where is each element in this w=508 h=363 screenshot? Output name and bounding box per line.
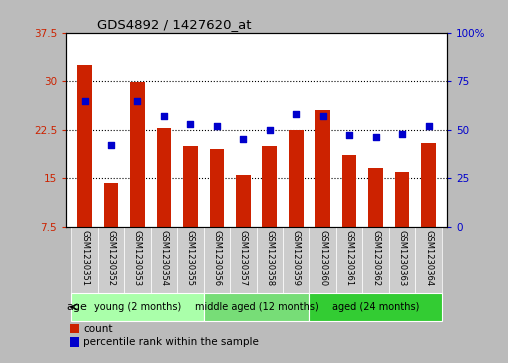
Point [266,127,274,132]
Bar [104,183,118,227]
Text: GSM1230352: GSM1230352 [107,230,115,286]
Text: percentile rank within the sample: percentile rank within the sample [83,337,259,347]
Text: GSM1230363: GSM1230363 [398,230,406,286]
Bar [395,172,409,227]
Text: middle aged (12 months): middle aged (12 months) [195,302,319,312]
Point [319,113,327,119]
Text: young (2 months): young (2 months) [94,302,181,312]
Point [80,98,88,103]
Text: GSM1230351: GSM1230351 [80,230,89,286]
Bar [389,227,416,293]
Point [371,134,379,140]
Text: age: age [67,302,87,312]
Bar [70,323,79,333]
Bar [183,146,198,227]
Bar [77,65,92,227]
Text: GSM1230358: GSM1230358 [265,230,274,286]
Bar [204,293,309,321]
Bar [362,227,389,293]
Bar [283,227,309,293]
Bar [309,227,336,293]
Bar [151,227,177,293]
Bar [289,130,303,227]
Point [239,136,247,142]
Text: count: count [83,323,113,334]
Bar [236,175,250,227]
Bar [416,227,442,293]
Bar [309,293,442,321]
Bar [342,155,357,227]
Point [107,142,115,148]
Bar [177,227,204,293]
Text: GSM1230362: GSM1230362 [371,230,380,286]
Point [186,121,195,127]
Bar [71,293,204,321]
Text: GSM1230364: GSM1230364 [424,230,433,286]
Text: aged (24 months): aged (24 months) [332,302,419,312]
Bar [210,149,224,227]
Text: GSM1230354: GSM1230354 [160,230,169,286]
Bar [98,227,124,293]
Point [160,113,168,119]
Text: GDS4892 / 1427620_at: GDS4892 / 1427620_at [97,19,251,32]
Point [292,111,300,117]
Bar [130,82,145,227]
Bar [204,227,230,293]
Bar [263,146,277,227]
Text: GSM1230357: GSM1230357 [239,230,248,286]
Bar [156,128,171,227]
Bar [315,110,330,227]
Bar [70,337,79,347]
Text: GSM1230361: GSM1230361 [344,230,354,286]
Bar [71,227,98,293]
Bar [124,227,151,293]
Point [425,123,433,129]
Text: GSM1230356: GSM1230356 [212,230,221,286]
Bar [336,227,362,293]
Text: GSM1230359: GSM1230359 [292,230,301,286]
Point [398,131,406,136]
Point [213,123,221,129]
Bar [421,143,436,227]
Point [345,132,353,138]
Bar [257,227,283,293]
Text: GSM1230353: GSM1230353 [133,230,142,286]
Text: GSM1230360: GSM1230360 [318,230,327,286]
Text: GSM1230355: GSM1230355 [186,230,195,286]
Bar [230,227,257,293]
Point [134,98,142,103]
Bar [368,168,383,227]
